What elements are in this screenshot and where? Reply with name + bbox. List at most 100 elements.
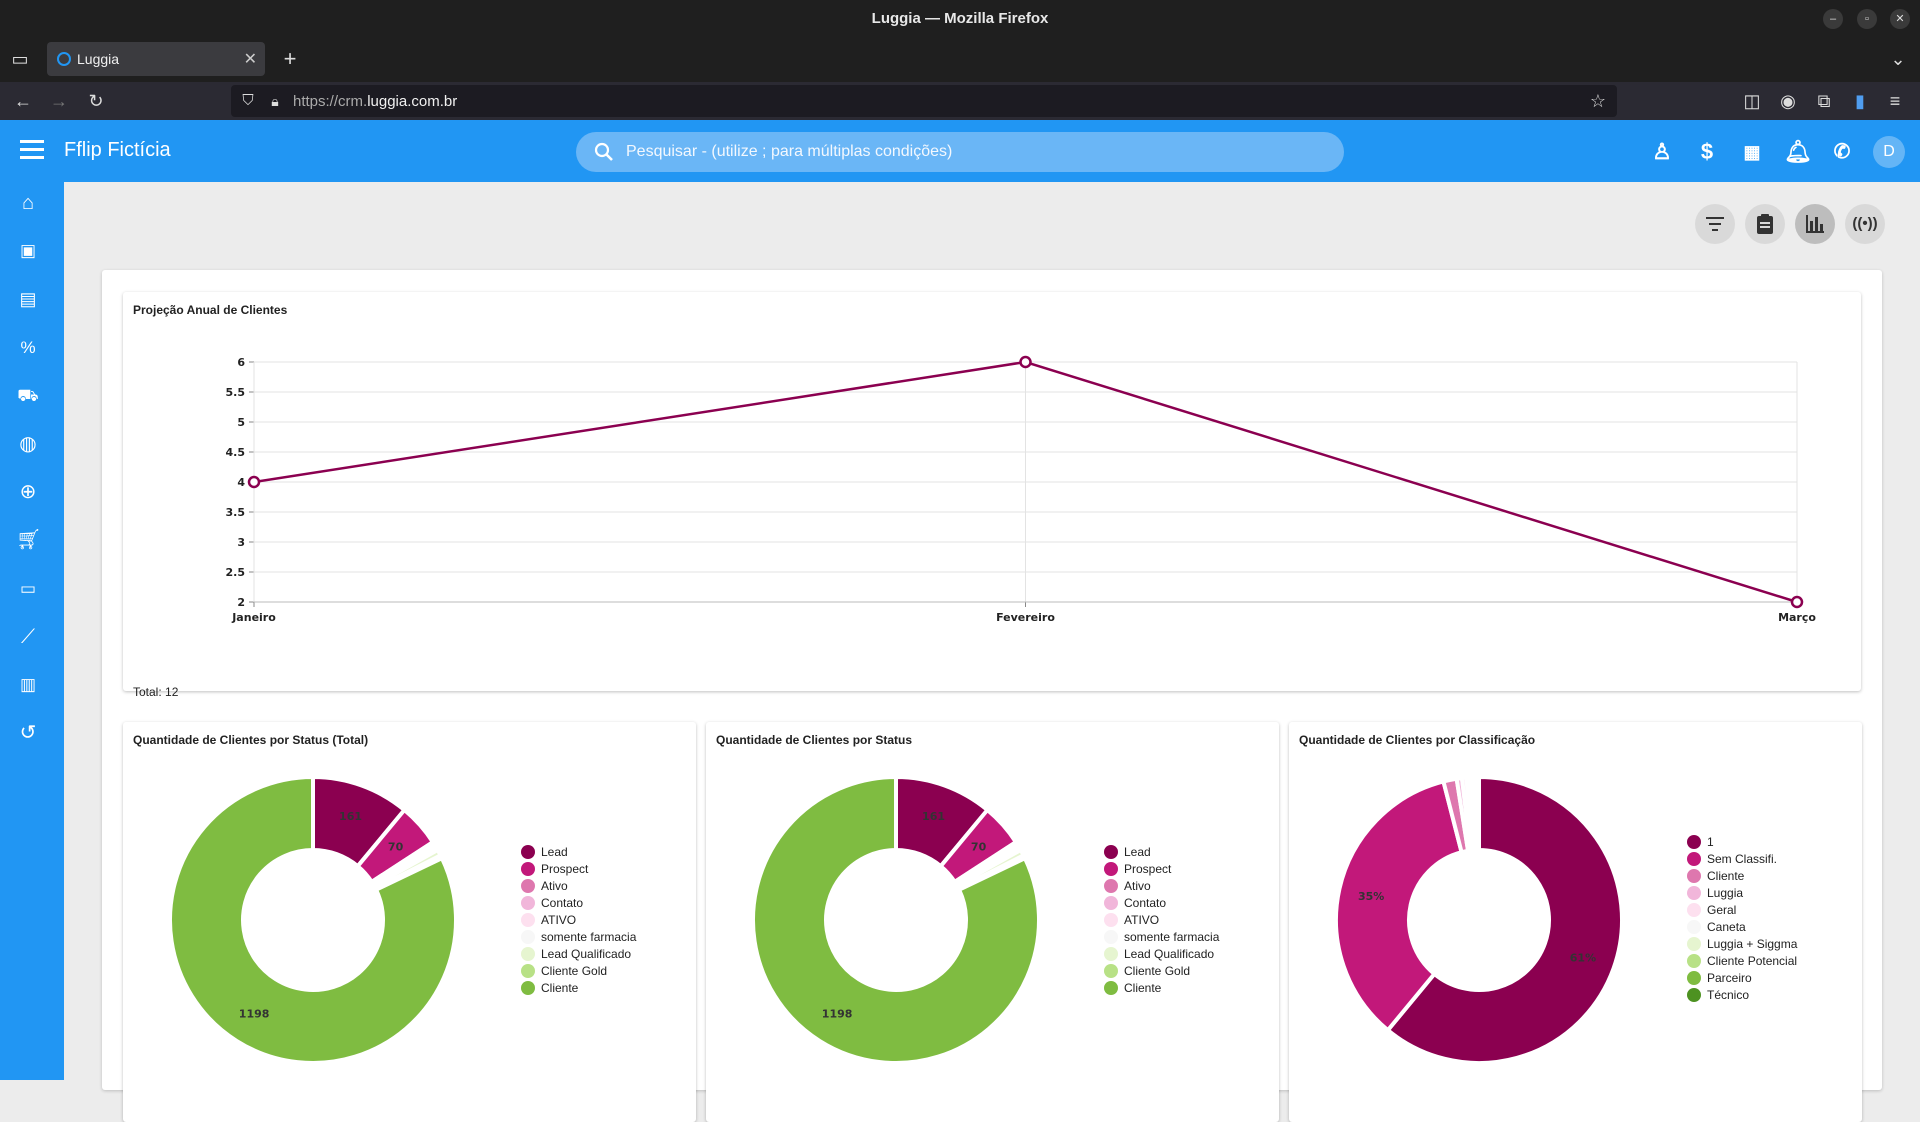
legend-item[interactable]: Cliente Gold	[1104, 963, 1219, 980]
legend-swatch	[1104, 879, 1118, 893]
lock-icon[interactable]: 🔒︎	[271, 93, 279, 109]
data-point[interactable]	[247, 475, 261, 489]
legend-item[interactable]: Contato	[521, 895, 636, 912]
report-button[interactable]	[1745, 204, 1785, 244]
notification-bell-icon[interactable]: 🔔︎	[1784, 139, 1812, 164]
dollar-icon[interactable]: $	[1700, 139, 1714, 164]
data-point[interactable]	[1790, 595, 1804, 609]
account-icon[interactable]: ◉	[1780, 91, 1796, 111]
globe-icon[interactable]: ◍	[19, 433, 37, 455]
brand-title: Fflip Fictícia	[64, 139, 171, 161]
legend-swatch	[1687, 835, 1701, 849]
legend-swatch	[1687, 886, 1701, 900]
legend-item[interactable]: Lead Qualificado	[1104, 946, 1219, 963]
close-window-icon[interactable]: ✕	[1890, 9, 1910, 29]
legend-item[interactable]: Geral	[1687, 902, 1797, 919]
legend-swatch	[1687, 954, 1701, 968]
minimize-icon[interactable]: –	[1823, 9, 1843, 29]
restore-icon[interactable]: ▫	[1857, 9, 1877, 29]
legend-item[interactable]: Cliente	[1104, 980, 1219, 997]
reload-icon[interactable]: ↻	[88, 91, 104, 111]
sidebar-toggle-icon[interactable]: ▮	[1855, 91, 1865, 111]
slice-label: 61%	[1570, 951, 1596, 964]
line-chart-card: Projeção Anual de Clientes 2 2.5 3 3.5 4 4.5 5…	[123, 292, 1861, 699]
legend-item[interactable]: Ativo	[1104, 878, 1219, 895]
legend-item[interactable]: Luggia	[1687, 885, 1797, 902]
forward-icon[interactable]: →	[50, 91, 68, 111]
legend-swatch	[1687, 869, 1701, 883]
app-menu-icon[interactable]: ≡	[1889, 91, 1901, 111]
tab-bar: ▭ Luggia ✕ + ⌄	[0, 37, 1920, 82]
legend-item[interactable]: Cliente Potencial	[1687, 953, 1797, 970]
legend-item[interactable]: Luggia + Siggma	[1687, 936, 1797, 953]
filter-icon	[1706, 217, 1724, 231]
chart-line-icon[interactable]: ⟋	[21, 626, 35, 648]
cash-icon[interactable]: ▭	[19, 579, 37, 598]
legend-item[interactable]: Cliente	[1687, 868, 1797, 885]
legend-item[interactable]: Lead	[1104, 844, 1219, 861]
person-icon[interactable]: ♙	[1652, 139, 1672, 164]
legend-item[interactable]: Prospect	[521, 861, 636, 878]
cart-icon[interactable]: 🛒︎	[16, 529, 42, 551]
search-input[interactable]: Pesquisar - (utilize ; para múltiplas co…	[576, 132, 1344, 172]
nav-bar: ← → ↻ ⛉ 🔒︎ https://crm.luggia.com.br ☆ ◫…	[0, 82, 1920, 120]
avatar[interactable]: D	[1873, 136, 1905, 168]
donut-slice[interactable]	[168, 774, 458, 1065]
calendar-header-icon[interactable]: ▦	[1743, 142, 1761, 162]
calendar-icon[interactable]: ▣	[19, 241, 37, 260]
broadcast-button[interactable]: ((•))	[1845, 204, 1885, 244]
url-bar[interactable]: ⛉ 🔒︎ https://crm.luggia.com.br ☆	[231, 85, 1617, 117]
menu-icon[interactable]	[20, 140, 44, 162]
legend-item[interactable]: Técnico	[1687, 987, 1797, 1004]
charts-button[interactable]	[1795, 204, 1835, 244]
legend-label: Geral	[1707, 903, 1737, 917]
shield-icon[interactable]: ⛉	[242, 92, 254, 109]
bookmark-star-icon[interactable]: ☆	[1589, 91, 1607, 111]
slice-label: 161	[339, 810, 362, 823]
browser-tab[interactable]: Luggia ✕	[47, 42, 265, 76]
donut-card-status-total: Quantidade de Clientes por Status (Total…	[123, 722, 696, 1122]
legend-item[interactable]: Contato	[1104, 895, 1219, 912]
donut-slice[interactable]	[751, 774, 1041, 1065]
home-icon[interactable]: ⌂	[21, 192, 35, 214]
percent-ticket-icon[interactable]: %	[20, 338, 36, 357]
legend-item[interactable]: Prospect	[1104, 861, 1219, 878]
tab-overview-icon[interactable]: ▭	[11, 49, 29, 69]
legend-item[interactable]: ATIVO	[1104, 912, 1219, 929]
legend-label: Lead Qualificado	[1124, 947, 1215, 961]
legend-item[interactable]: Lead Qualificado	[521, 946, 636, 963]
legend-item[interactable]: Cliente Gold	[521, 963, 636, 980]
legend-item[interactable]: ATIVO	[521, 912, 636, 929]
legend-item[interactable]: somente farmacia	[521, 929, 636, 946]
legend-item[interactable]: somente farmacia	[1104, 929, 1219, 946]
history-icon[interactable]: ↺	[19, 722, 37, 744]
y-tick-label: 6	[237, 356, 245, 369]
legend-item[interactable]: 1	[1687, 834, 1797, 851]
add-circle-icon[interactable]: ⊕	[19, 481, 37, 503]
donut-slice[interactable]	[1476, 774, 1481, 853]
close-tab-icon[interactable]: ✕	[243, 51, 257, 68]
notebook-icon[interactable]: ▤	[19, 289, 37, 309]
legend-label: Cliente Gold	[541, 964, 608, 978]
legend-item[interactable]: Parceiro	[1687, 970, 1797, 987]
sidebar: ⌂ ▣ ▤ % ⛟ ◍ ⊕ 🛒︎ ▭ ⟋ ▥ ↺	[0, 182, 64, 1080]
legend-item[interactable]: Sem Classifi.	[1687, 851, 1797, 868]
new-tab-icon[interactable]: +	[283, 46, 297, 71]
back-icon[interactable]: ←	[14, 91, 32, 111]
slice-label: 70	[388, 841, 404, 854]
clipboard-icon[interactable]: ▥	[19, 675, 37, 694]
donut-slice[interactable]	[1385, 774, 1624, 1065]
legend-label: Ativo	[541, 879, 568, 893]
list-tabs-icon[interactable]: ⌄	[1890, 49, 1906, 69]
extensions-icon[interactable]: ⧉	[1817, 91, 1831, 111]
filter-button[interactable]	[1695, 204, 1735, 244]
car-icon[interactable]: ⛟	[17, 386, 39, 405]
pocket-icon[interactable]: ◫	[1743, 91, 1761, 111]
whatsapp-icon[interactable]: ✆	[1833, 141, 1851, 163]
legend-item[interactable]: Ativo	[521, 878, 636, 895]
legend-item[interactable]: Caneta	[1687, 919, 1797, 936]
legend-item[interactable]: Lead	[521, 844, 636, 861]
donut-slice[interactable]	[1334, 779, 1465, 1034]
legend-item[interactable]: Cliente	[521, 980, 636, 997]
data-point[interactable]	[1019, 355, 1032, 369]
